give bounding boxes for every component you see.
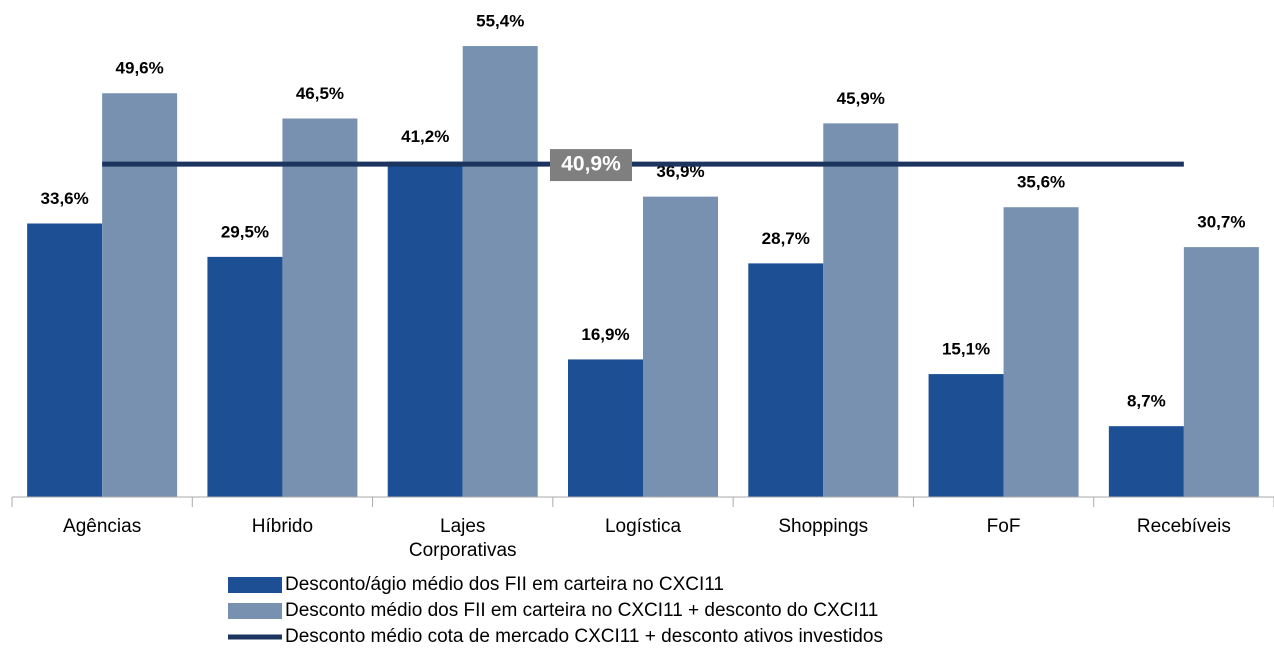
value-label: 28,7% xyxy=(762,229,810,248)
bar xyxy=(643,196,718,497)
bar xyxy=(928,374,1004,497)
x-tick-label: Lajes Corporativas xyxy=(409,516,517,561)
x-tick-label: Logística xyxy=(605,516,681,537)
value-label: 29,5% xyxy=(221,222,269,241)
value-label: 33,6% xyxy=(41,189,89,208)
value-label: 41,2% xyxy=(401,127,449,146)
bar xyxy=(27,223,103,497)
label-line: Corporativas xyxy=(409,540,517,561)
value-label: 55,4% xyxy=(476,12,524,31)
x-tick-label: Híbrido xyxy=(252,516,313,537)
bar xyxy=(387,161,463,497)
value-label: 35,6% xyxy=(1017,173,1065,192)
legend-label: Desconto/ágio médio dos FII em carteira … xyxy=(285,574,724,595)
value-label: 16,9% xyxy=(581,325,629,344)
legend-swatch xyxy=(228,603,282,619)
bar xyxy=(1108,426,1184,497)
bar xyxy=(823,123,899,498)
bar xyxy=(462,46,538,497)
bar xyxy=(102,93,178,498)
bar xyxy=(282,118,358,498)
value-label: 8,7% xyxy=(1127,392,1166,411)
legend-label: Desconto médio cota de mercado CXCI11 + … xyxy=(285,626,883,647)
value-label: 15,1% xyxy=(942,340,990,359)
bar xyxy=(207,256,283,497)
value-label: 36,9% xyxy=(656,162,704,181)
bar xyxy=(748,263,824,497)
line-label: 40,9% xyxy=(550,149,632,182)
label-box xyxy=(550,149,632,182)
value-label: 46,5% xyxy=(296,84,344,103)
value-label: 30,7% xyxy=(1197,213,1245,232)
x-tick-label: FoF xyxy=(987,516,1021,537)
label-line: Lajes xyxy=(440,516,485,537)
x-tick-label: Agências xyxy=(63,516,141,537)
line-value-label: 40,9% xyxy=(561,153,621,176)
value-label: 49,6% xyxy=(116,59,164,78)
x-tick-label: Recebíveis xyxy=(1137,516,1231,537)
bar xyxy=(1183,247,1259,497)
bar xyxy=(568,359,643,497)
legend-label: Desconto médio dos FII em carteira no CX… xyxy=(285,600,878,621)
bar xyxy=(1003,207,1079,497)
x-tick-label: Shoppings xyxy=(778,516,868,537)
legend-swatch xyxy=(228,577,282,593)
value-label: 45,9% xyxy=(837,89,885,108)
